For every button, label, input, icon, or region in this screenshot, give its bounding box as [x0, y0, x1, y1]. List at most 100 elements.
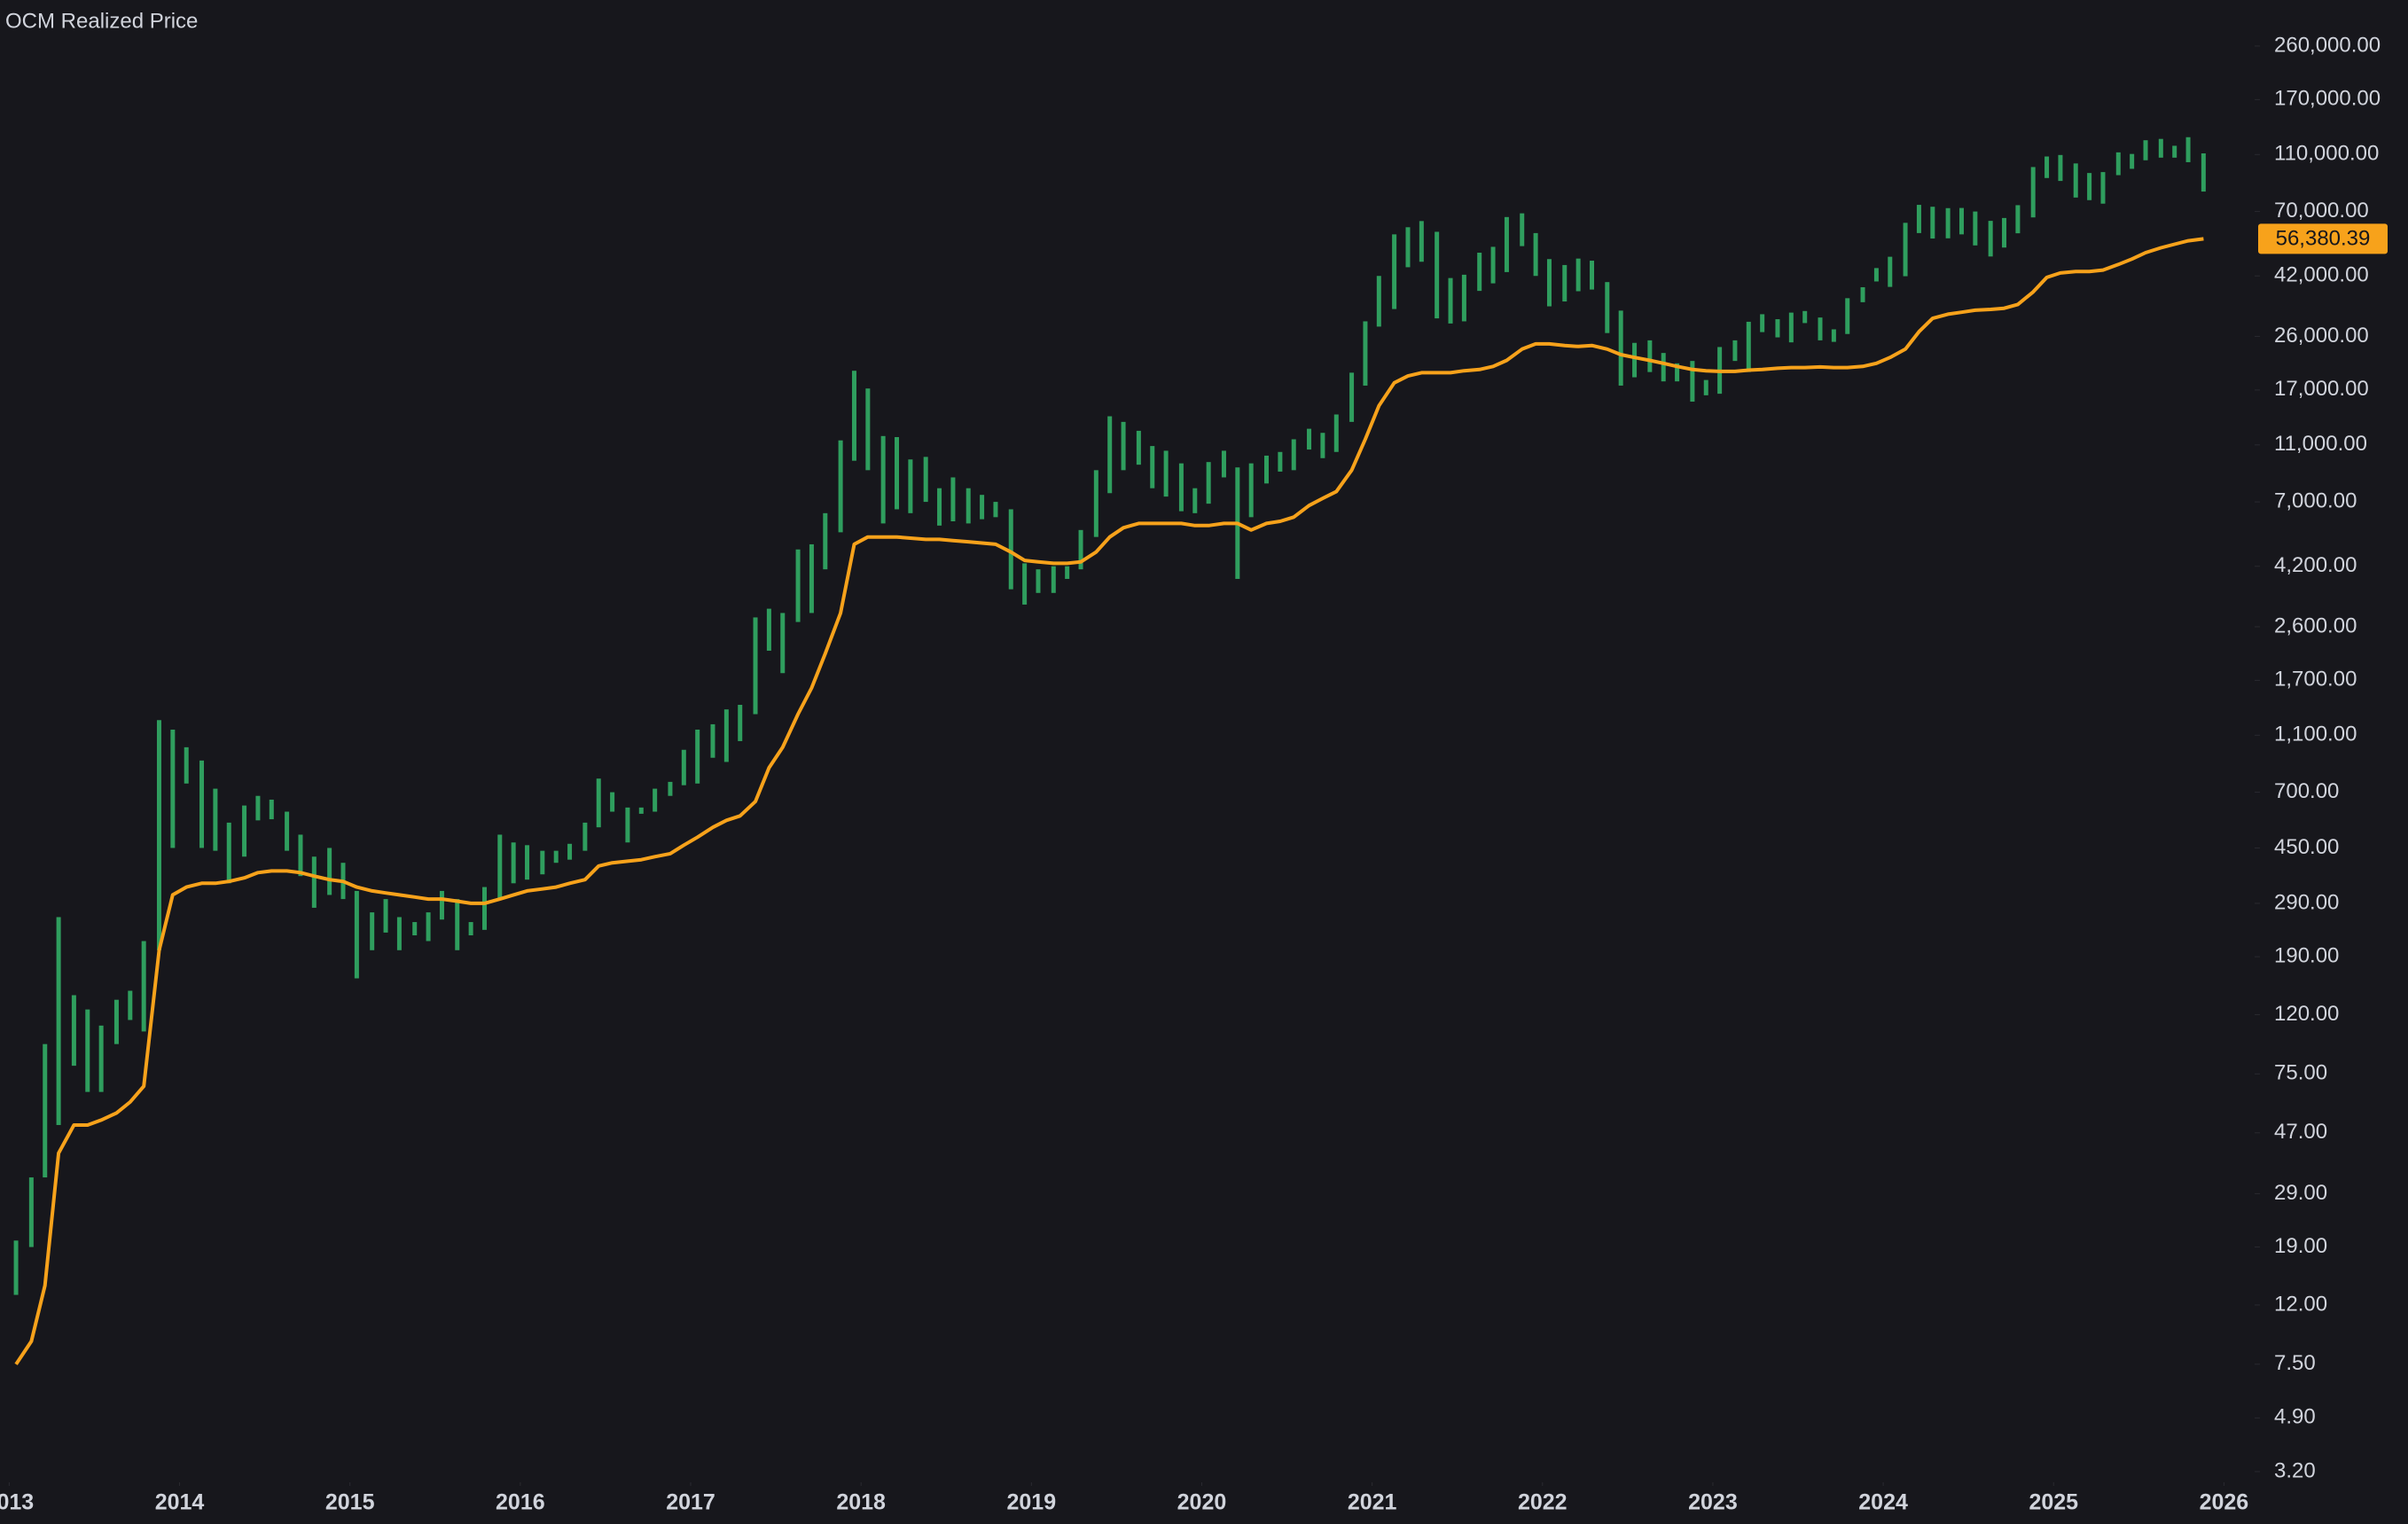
- price-bar: [610, 792, 615, 812]
- y-tick-label: 700.00: [2274, 779, 2339, 803]
- price-bar: [1945, 207, 1951, 238]
- price-bar: [2087, 173, 2092, 200]
- price-bar: [170, 729, 176, 848]
- price-bar: [1690, 361, 1695, 402]
- price-bar: [766, 608, 771, 651]
- y-tick-label: 1,100.00: [2274, 723, 2357, 746]
- price-bar: [1632, 342, 1638, 378]
- price-bar: [1221, 450, 1226, 478]
- x-tick-label: 2022: [1518, 1490, 1568, 1515]
- price-bar: [141, 941, 146, 1032]
- price-bar: [85, 1009, 90, 1092]
- price-bar: [1845, 298, 1850, 334]
- price-bar: [582, 822, 588, 851]
- price-bar: [2073, 163, 2078, 198]
- price-bar: [923, 457, 928, 503]
- price-bar: [1477, 253, 1482, 292]
- y-tick-label: 29.00: [2274, 1181, 2327, 1205]
- price-bar: [1065, 566, 1070, 579]
- price-bar: [823, 512, 828, 570]
- price-bar: [723, 709, 729, 762]
- price-bar: [695, 729, 700, 784]
- price-bar: [439, 890, 444, 920]
- x-tick-label: 2026: [2200, 1490, 2249, 1515]
- x-tick-label: 2020: [1177, 1490, 1227, 1515]
- price-bar: [895, 437, 900, 510]
- x-tick-label: 2013: [0, 1490, 34, 1515]
- price-bar: [540, 850, 545, 875]
- price-bar: [738, 705, 743, 741]
- price-bar: [1051, 566, 1056, 593]
- realized-price-line: [14, 237, 2204, 1365]
- price-bar: [497, 834, 503, 900]
- price-bar: [753, 617, 758, 715]
- price-bar: [1504, 216, 1509, 272]
- price-bar: [1520, 213, 1525, 246]
- price-bar: [1163, 450, 1169, 497]
- price-bar: [1376, 276, 1381, 327]
- price-bar: [1263, 455, 1269, 484]
- price-bar: [1802, 310, 1808, 324]
- y-tick-label: 170,000.00: [2274, 87, 2381, 111]
- price-bar: [226, 822, 231, 884]
- price-bar: [1661, 353, 1666, 382]
- price-bar: [468, 922, 473, 936]
- price-bar: [1575, 258, 1581, 292]
- price-bar: [1818, 317, 1823, 340]
- price-bar: [780, 613, 786, 674]
- price-bar: [966, 488, 971, 524]
- y-tick-label: 260,000.00: [2274, 33, 2381, 57]
- x-tick-label: 2016: [496, 1490, 545, 1515]
- x-tick-label: 2025: [2029, 1490, 2078, 1515]
- price-bar: [1533, 232, 1538, 277]
- price-bar: [1916, 205, 1921, 233]
- price-bar: [1562, 264, 1568, 302]
- price-bar: [809, 543, 814, 614]
- y-tick-label: 110,000.00: [2274, 142, 2379, 166]
- price-bar: [851, 371, 856, 461]
- price-bar: [1788, 312, 1794, 343]
- price-bar: [625, 807, 630, 843]
- price-bar: [1590, 261, 1595, 290]
- price-bar: [426, 912, 431, 942]
- price-bar: [1333, 414, 1339, 452]
- price-bar: [213, 788, 218, 851]
- price-bar: [1760, 314, 1765, 332]
- price-bar: [950, 477, 956, 522]
- price-bar: [1392, 234, 1397, 309]
- price-bar: [511, 842, 516, 884]
- price-bar: [638, 807, 644, 814]
- y-tick-label: 190.00: [2274, 943, 2339, 967]
- price-bar: [1461, 274, 1466, 322]
- y-tick-label: 7,000.00: [2274, 488, 2357, 512]
- y-tick-label: 17,000.00: [2274, 377, 2369, 401]
- price-bar: [383, 899, 388, 933]
- price-bar: [1291, 439, 1296, 471]
- y-tick-label: 47.00: [2274, 1120, 2327, 1144]
- price-bar: [2002, 217, 2007, 248]
- y-tick-label: 11,000.00: [2274, 432, 2367, 456]
- price-bar: [1746, 321, 1751, 372]
- price-bar: [396, 917, 402, 950]
- price-bar: [1888, 256, 1893, 287]
- price-bar: [354, 890, 359, 979]
- price-bar: [1546, 259, 1552, 307]
- price-bar: [1448, 277, 1453, 324]
- price-bar: [2015, 205, 2021, 234]
- price-bar: [43, 1043, 48, 1178]
- price-bar: [156, 720, 161, 950]
- price-bar: [1178, 463, 1184, 512]
- price-bar: [269, 799, 274, 820]
- y-tick-label: 4,200.00: [2274, 553, 2357, 577]
- price-bar: [1022, 563, 1028, 605]
- price-bar: [681, 749, 686, 785]
- price-bar: [1675, 363, 1680, 382]
- price-bar: [668, 781, 673, 796]
- price-bar: [2058, 154, 2063, 182]
- y-tick-label: 42,000.00: [2274, 263, 2369, 287]
- y-tick-label: 70,000.00: [2274, 199, 2369, 223]
- price-bar: [880, 435, 886, 524]
- price-bar: [525, 845, 530, 880]
- price-bar: [199, 760, 205, 848]
- price-bar: [1860, 286, 1865, 302]
